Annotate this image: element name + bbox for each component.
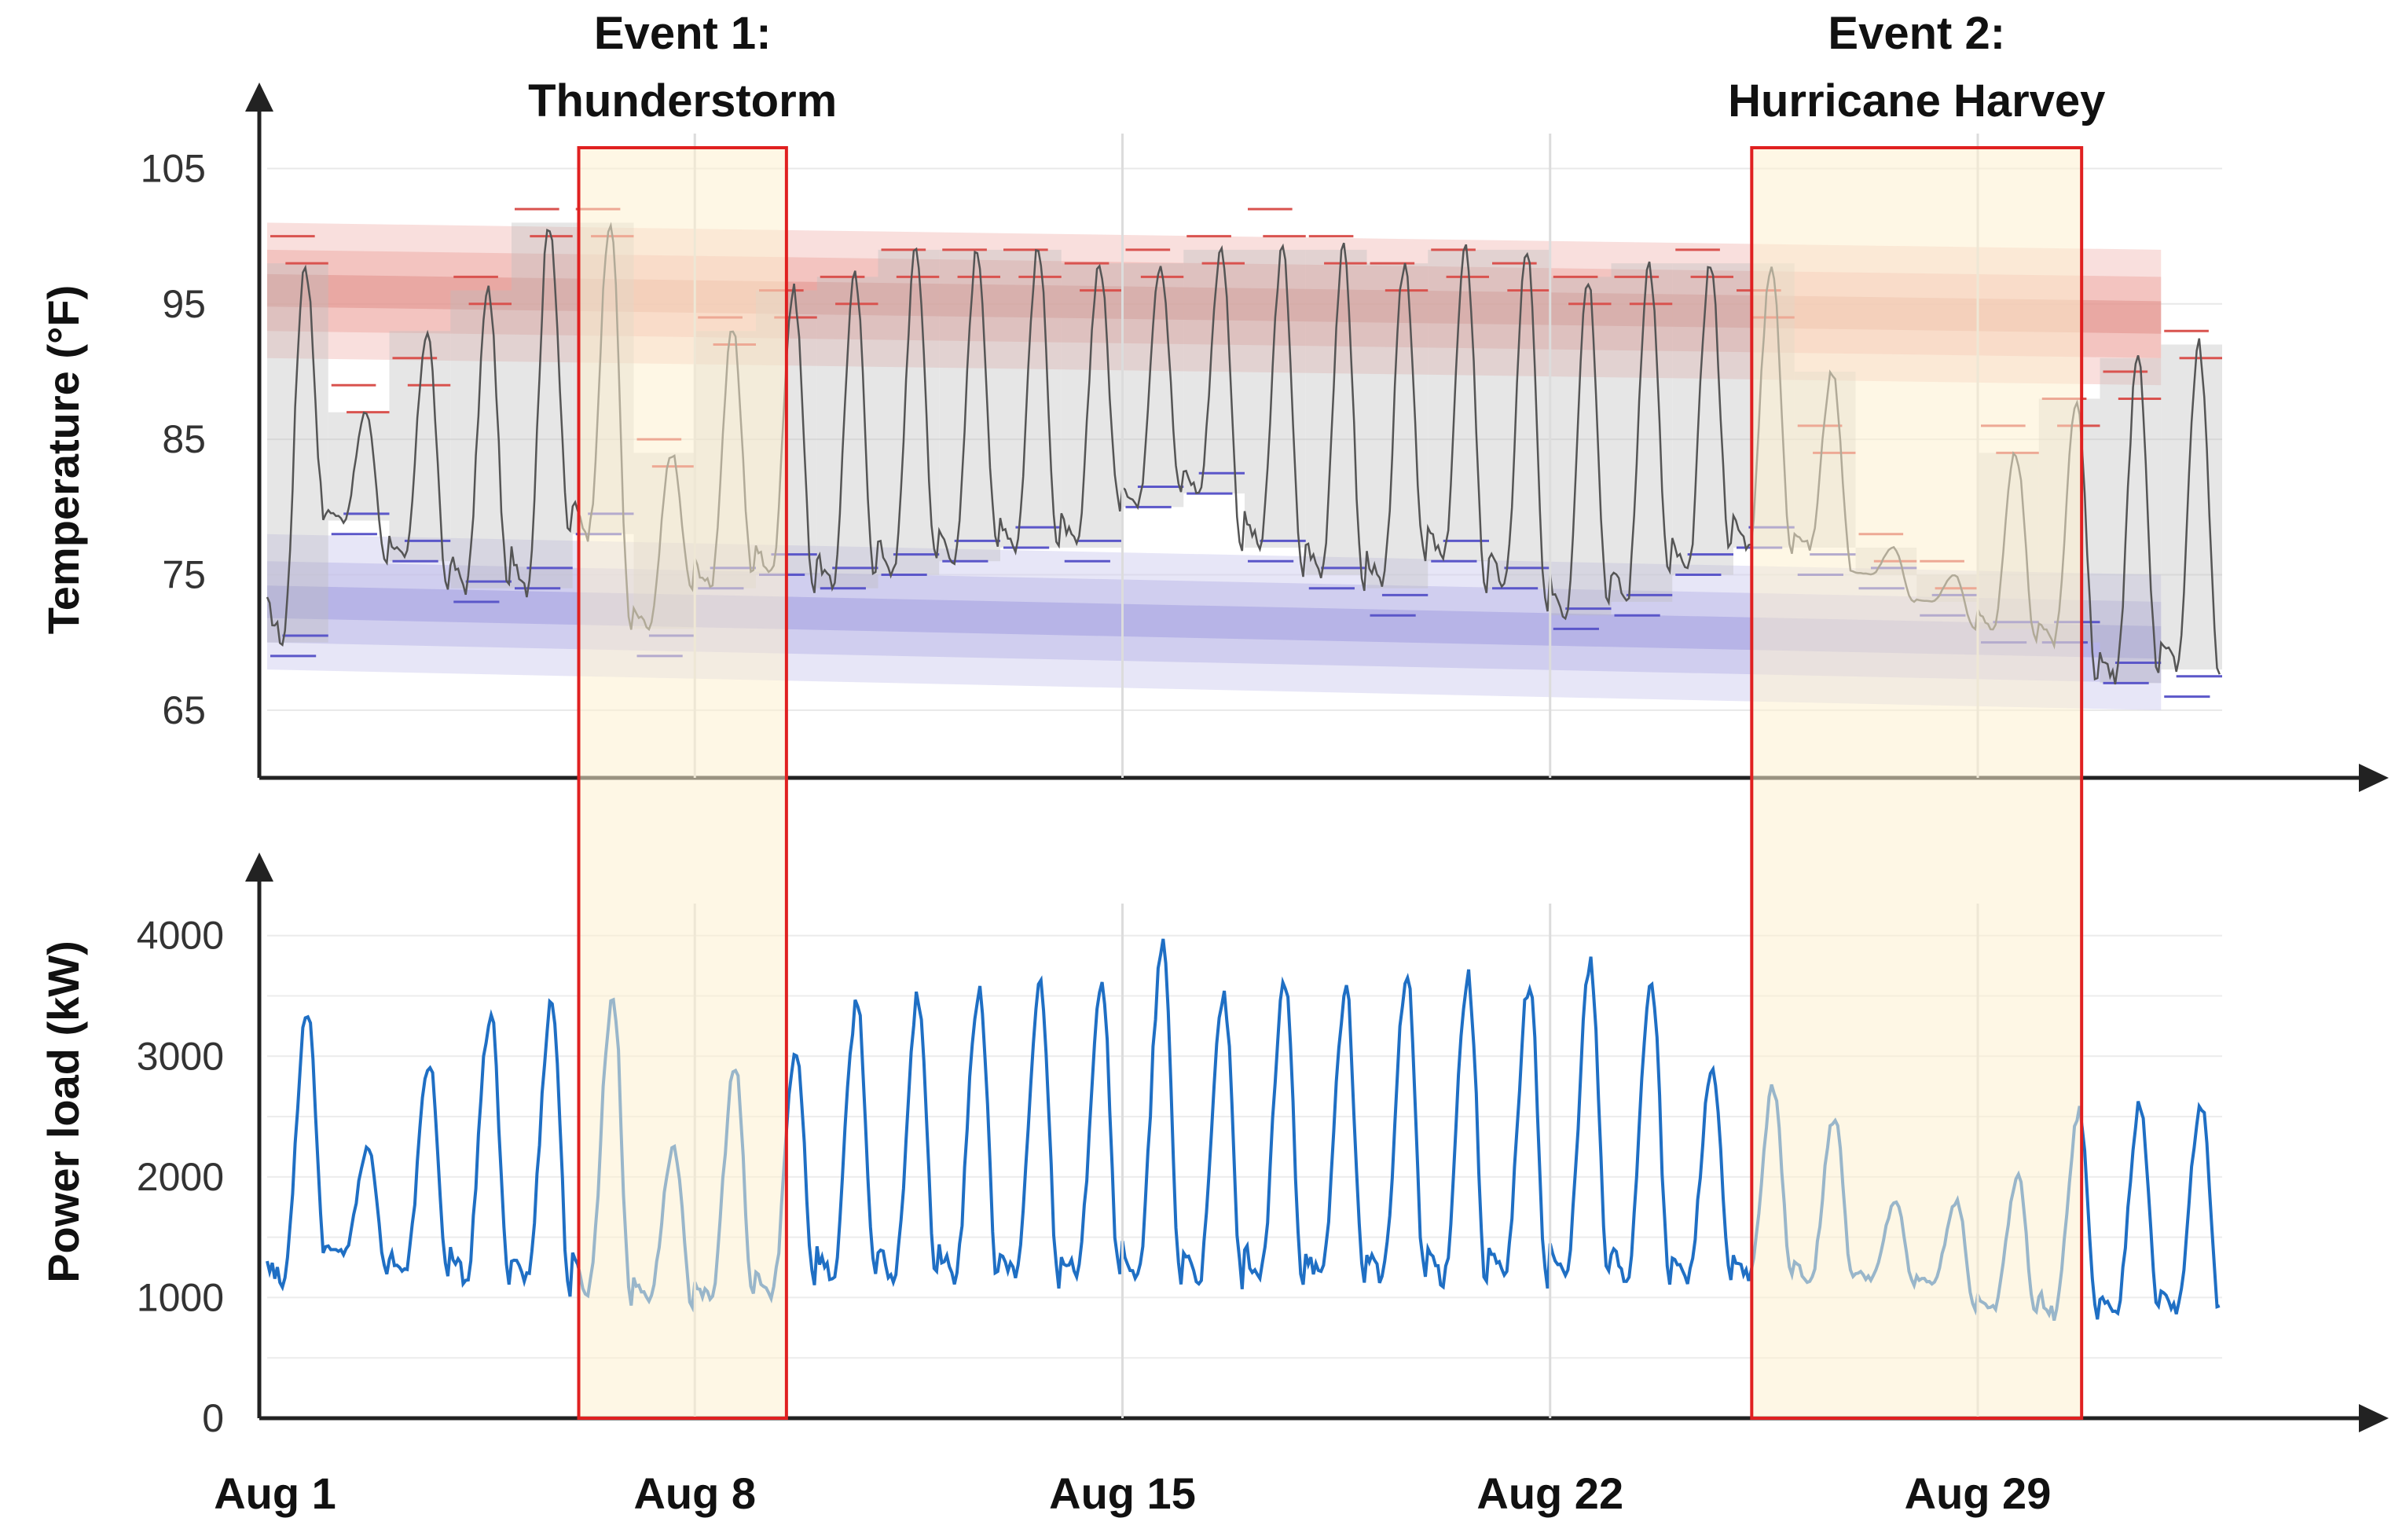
temperature-axis-label: Temperature (°F) [39,285,88,635]
daily-range-box [1000,249,1062,548]
daily-range-box [328,412,390,521]
daily-range-box [2161,344,2222,670]
event-1-shading [578,148,787,1418]
event-1-frame [577,146,788,1420]
daily-range-box [1122,263,1184,508]
daily-range-box [878,249,940,575]
power-axis-label: Power load (kW) [39,940,88,1283]
power-y-tick-label: 1000 [137,1275,224,1319]
temperature-y-tick-label: 85 [162,417,206,461]
daily-range-box [1611,263,1673,602]
daily-range-box [1550,277,1612,616]
daily-range-box [2100,358,2162,684]
event-2-title: Event 2: [1828,8,2005,59]
power-y-tick-label: 2000 [137,1155,224,1199]
daily-range-box [1305,249,1367,575]
x-axis-tick-labels: Aug 1 Aug 8 Aug 15 Aug 22 Aug 29 [214,1468,2051,1518]
daily-range-box [816,277,878,588]
temperature-y-ticks: 65 75 85 95 105 [141,146,206,732]
power-x-arrow [2359,1404,2389,1432]
event-2-name: Hurricane Harvey [1728,75,2105,126]
temperature-y-tick-label: 95 [162,282,206,326]
power-y-tick-label: 4000 [137,914,224,958]
power-y-tick-label: 0 [202,1396,224,1440]
x-tick-label: Aug 1 [214,1468,336,1518]
daily-range-box [1366,263,1429,588]
event-1-name: Thunderstorm [528,75,837,126]
daily-range-box [267,263,328,643]
event-1-title: Event 1: [594,8,772,59]
daily-range-box [512,222,573,588]
temperature-y-tick-label: 65 [162,688,206,732]
daily-range-box [1183,249,1245,494]
power-y-tick-label: 3000 [137,1034,224,1078]
event-overlays: Event 1: Thunderstorm Event 2: Hurricane Ha… [528,8,2105,1420]
event-2-frame [1750,146,2084,1420]
x-tick-label: Aug 29 [1905,1468,2052,1518]
power-y-ticks: 0 1000 2000 3000 4000 [137,914,224,1440]
event-2-shading [1751,148,2082,1418]
x-tick-label: Aug 8 [633,1468,756,1518]
x-tick-label: Aug 22 [1476,1468,1623,1518]
daily-range-box [939,249,1000,562]
daily-range-box [1061,263,1123,548]
temperature-x-arrow [2359,764,2389,792]
x-tick-label: Aug 15 [1049,1468,1196,1518]
daily-range-box [450,290,512,588]
temperature-y-tick-label: 105 [141,146,206,190]
power-y-arrow [245,852,273,882]
temperature-y-tick-label: 75 [162,552,206,596]
daily-range-box [1672,263,1733,575]
temperature-y-arrow [245,82,273,112]
power-panel: 0 1000 2000 3000 4000 Power load (kW) [39,852,2389,1440]
